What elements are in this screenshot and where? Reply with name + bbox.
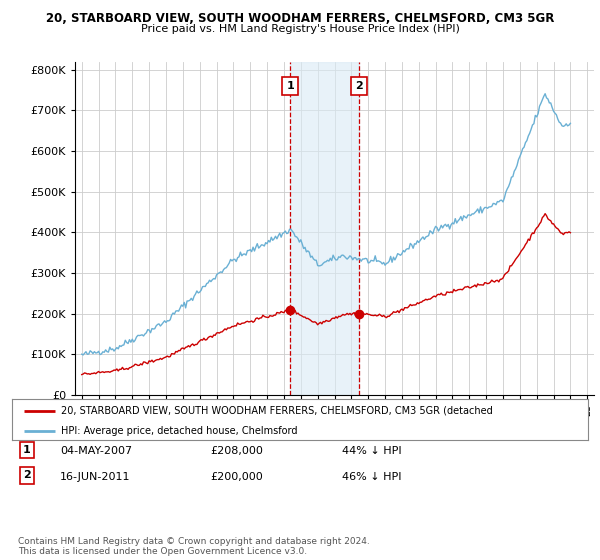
Text: Contains HM Land Registry data © Crown copyright and database right 2024.: Contains HM Land Registry data © Crown c…: [18, 537, 370, 546]
Text: £208,000: £208,000: [210, 446, 263, 456]
Text: Price paid vs. HM Land Registry's House Price Index (HPI): Price paid vs. HM Land Registry's House …: [140, 24, 460, 34]
Text: 20, STARBOARD VIEW, SOUTH WOODHAM FERRERS, CHELMSFORD, CM3 5GR: 20, STARBOARD VIEW, SOUTH WOODHAM FERRER…: [46, 12, 554, 25]
Text: 46% ↓ HPI: 46% ↓ HPI: [342, 472, 401, 482]
Text: 04-MAY-2007: 04-MAY-2007: [60, 446, 132, 456]
Bar: [290, 62, 359, 395]
Text: 44% ↓ HPI: 44% ↓ HPI: [342, 446, 401, 456]
Text: 2: 2: [355, 81, 363, 91]
Text: 1: 1: [23, 445, 31, 455]
Text: 16-JUN-2011: 16-JUN-2011: [60, 472, 131, 482]
Text: £200,000: £200,000: [210, 472, 263, 482]
Text: HPI: Average price, detached house, Chelmsford: HPI: Average price, detached house, Chel…: [61, 426, 298, 436]
Text: 1: 1: [286, 81, 294, 91]
Text: 20, STARBOARD VIEW, SOUTH WOODHAM FERRERS, CHELMSFORD, CM3 5GR (detached: 20, STARBOARD VIEW, SOUTH WOODHAM FERRER…: [61, 405, 493, 416]
Text: This data is licensed under the Open Government Licence v3.0.: This data is licensed under the Open Gov…: [18, 547, 307, 556]
Text: 2: 2: [23, 470, 31, 480]
